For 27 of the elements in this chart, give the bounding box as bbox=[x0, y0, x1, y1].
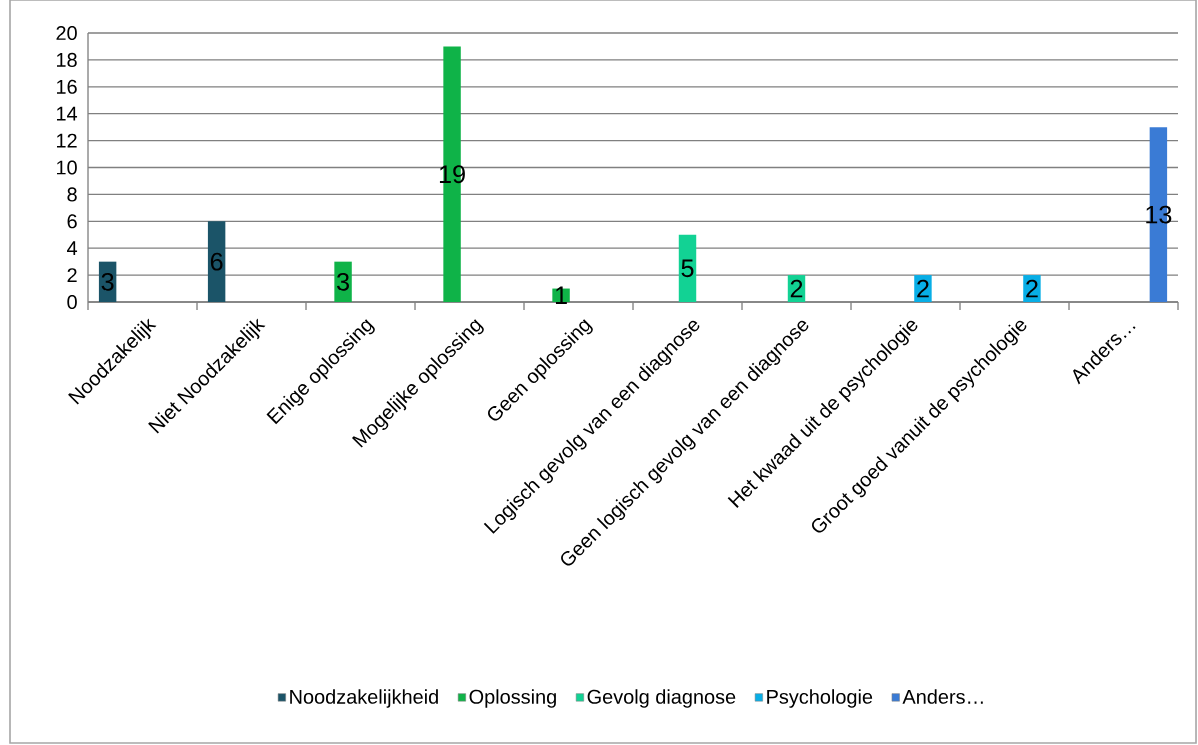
y-tick-label: 12 bbox=[57, 133, 77, 148]
data-label: 6 bbox=[210, 252, 223, 271]
data-label: 3 bbox=[101, 272, 114, 291]
data-label: 3 bbox=[337, 272, 349, 291]
y-tick-label: 8 bbox=[67, 187, 77, 202]
y-tick-label: 20 bbox=[56, 25, 77, 41]
bar bbox=[678, 234, 697, 302]
y-tick-label: 0 bbox=[67, 294, 77, 310]
data-label: 2 bbox=[790, 279, 803, 298]
legend-label: Noodzakelijkheid bbox=[290, 689, 438, 708]
y-tick-label: 16 bbox=[57, 79, 77, 94]
y-tick-label: 4 bbox=[67, 241, 78, 256]
y-tick-label: 6 bbox=[67, 214, 77, 229]
bar bbox=[334, 261, 352, 302]
y-tick-label: 2 bbox=[67, 268, 77, 283]
data-label: 2 bbox=[917, 279, 929, 298]
y-tick-label: 18 bbox=[57, 52, 77, 67]
data-label: 2 bbox=[1026, 279, 1038, 298]
bar bbox=[207, 221, 226, 302]
y-tick-label: 14 bbox=[57, 106, 78, 121]
data-label: 1 bbox=[555, 286, 567, 304]
legend-label: Oplossing bbox=[469, 689, 556, 708]
legend-label: Gevolg diagnose bbox=[587, 689, 736, 708]
y-tick-label: 10 bbox=[57, 160, 77, 175]
legend-label: Anders… bbox=[902, 689, 983, 704]
legend-label: Psychologie bbox=[767, 689, 873, 708]
data-label: 5 bbox=[681, 259, 694, 278]
